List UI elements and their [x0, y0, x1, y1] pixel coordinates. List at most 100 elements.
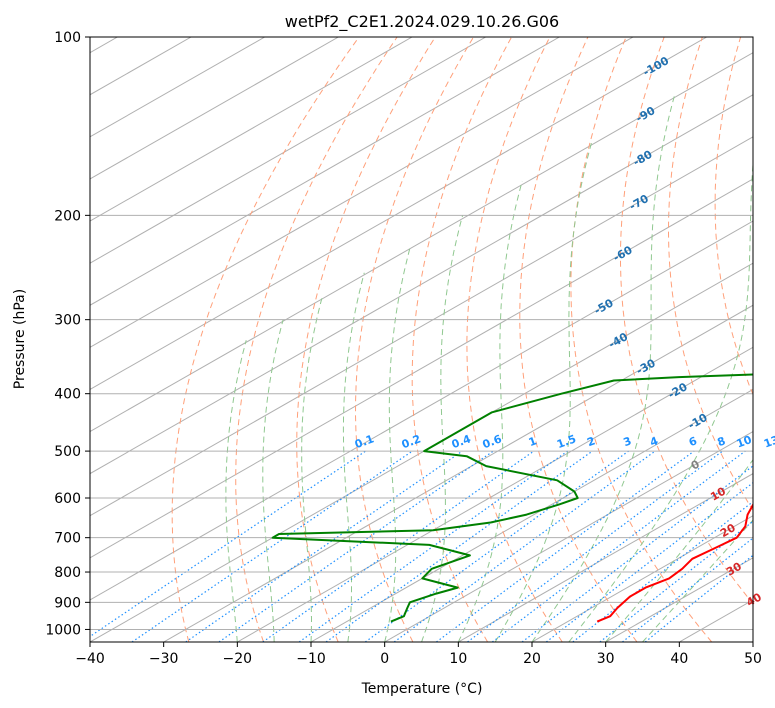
mixing-ratio-line: [218, 450, 494, 642]
diagram-labels: -100-90-80-70-60-50-40-30-20-10010203040…: [353, 54, 775, 609]
isotherm-line: [310, 388, 753, 642]
chart-title: wetPf2_C2E1.2024.029.10.26.G06: [285, 12, 559, 32]
isotherm-line: [90, 178, 753, 559]
moist-adiabat-line: [642, 519, 753, 642]
dry-adiabat-line: [519, 37, 638, 642]
isotherm-line: [90, 37, 265, 138]
isotherm-label: -30: [634, 356, 658, 377]
x-tick-label: −10: [296, 651, 326, 667]
mixing-ratio-line: [393, 450, 656, 642]
moist-adiabat-line: [531, 94, 676, 642]
x-tick-label: 30: [597, 651, 615, 667]
mixing-ratio-line: [131, 450, 413, 642]
y-tick-label: 100: [54, 30, 81, 46]
mixing-ratio-label: 1.5: [555, 432, 578, 451]
isotherm-line: [90, 37, 707, 391]
mixing-ratio-line: [90, 450, 366, 638]
mixing-ratio-line: [545, 482, 753, 642]
mixing-ratio-line: [572, 500, 753, 642]
isotherm-line: [90, 37, 634, 348]
isotherm-label: -20: [666, 380, 690, 401]
mixing-ratio-line: [521, 465, 753, 642]
plot-frame: [89, 36, 754, 643]
mixing-ratio-label: 6: [687, 434, 699, 449]
y-tick-label: 300: [54, 313, 81, 329]
mixing-ratio-label: 2: [585, 434, 597, 449]
isotherm-label: 40: [744, 590, 764, 609]
moist-adiabat-line: [457, 180, 523, 642]
isotherm-line: [90, 37, 339, 180]
isotherm-line: [531, 515, 753, 642]
mixing-ratio-line: [622, 537, 753, 642]
isotherm-line: [384, 430, 753, 642]
isotherm-label: -60: [611, 243, 635, 264]
y-tick-label: 200: [54, 208, 81, 224]
y-tick-label: 1000: [45, 622, 81, 638]
mixing-ratio-label: 4: [648, 434, 660, 449]
y-tick-label: 600: [54, 491, 81, 507]
mixing-ratio-label: 8: [716, 434, 728, 449]
dry-adiabat-line: [466, 37, 563, 642]
isotherm-label: -40: [606, 330, 630, 351]
moist-adiabat-line: [384, 245, 412, 642]
mixing-ratio-label: 13: [762, 433, 775, 450]
x-tick-label: 20: [523, 651, 541, 667]
isotherm-line: [90, 37, 192, 96]
dry-adiabat-line: [760, 37, 775, 642]
isotherm-label: -100: [641, 54, 672, 79]
dewpoint-line: [271, 373, 753, 623]
mixing-ratio-label: 3: [622, 434, 634, 449]
moist-adiabat-line: [568, 159, 753, 642]
isotherm-line: [90, 37, 560, 306]
isotherm-label: -90: [634, 104, 658, 125]
dry-adiabat-line: [570, 37, 713, 642]
moist-adiabat-line: [605, 458, 753, 642]
y-axis-label: Pressure (hPa): [12, 289, 28, 389]
isotherm-line: [90, 262, 753, 642]
isotherm-line: [458, 473, 753, 642]
dry-adiabat-line: [667, 37, 753, 512]
x-axis-label: Temperature (°C): [361, 681, 483, 697]
isotherm-line: [90, 136, 753, 517]
dry-adiabat-line: [235, 37, 398, 642]
profile-series: [271, 373, 753, 623]
y-tick-label: 400: [54, 387, 81, 403]
mixing-ratio-label: 0.1: [353, 432, 376, 451]
mixing-ratio-label: 0.6: [481, 432, 504, 451]
isotherm-label: 0: [689, 457, 702, 472]
x-tick-label: −20: [223, 651, 253, 667]
moist-adiabat-line: [225, 340, 247, 642]
dry-adiabat-line: [620, 37, 753, 605]
moist-adiabat-line: [494, 141, 593, 642]
moist-adiabat-line: [301, 297, 323, 642]
isotherm-label: -80: [631, 148, 655, 169]
pressure-gridlines: [90, 36, 753, 630]
temperature-line: [596, 502, 753, 623]
background-lines: [90, 37, 775, 642]
mixing-ratio-line: [436, 450, 695, 642]
y-tick-label: 700: [54, 531, 81, 547]
dry-adiabat-line: [714, 37, 753, 396]
y-axis: 100 200 300 400 500 600 700 800 900 1000: [45, 30, 90, 638]
y-tick-label: 800: [54, 565, 81, 581]
isotherm-label: 10: [708, 485, 728, 504]
mixing-ratio-line: [491, 450, 746, 642]
mixing-ratio-label: 0.2: [400, 432, 423, 451]
isotherm-line: [90, 52, 753, 433]
isotherm-label: -50: [592, 296, 616, 317]
isotherm-label: -70: [627, 192, 651, 213]
isotherm-line: [237, 346, 753, 642]
mixing-ratio-label: 0.4: [450, 432, 473, 451]
x-axis: −40 −30 −20 −10 0 10 20 30 40 50: [75, 642, 762, 667]
x-tick-label: 40: [670, 651, 688, 667]
x-tick-label: 0: [380, 651, 389, 667]
x-tick-label: −40: [75, 651, 105, 667]
mixing-ratio-line: [262, 450, 535, 642]
mixing-ratio-line: [325, 450, 593, 642]
isotherm-label: -10: [686, 411, 710, 432]
isotherm-line: [90, 37, 413, 222]
x-tick-label: 50: [744, 651, 762, 667]
mixing-ratio-line: [467, 450, 723, 642]
x-tick-label: 10: [449, 651, 467, 667]
